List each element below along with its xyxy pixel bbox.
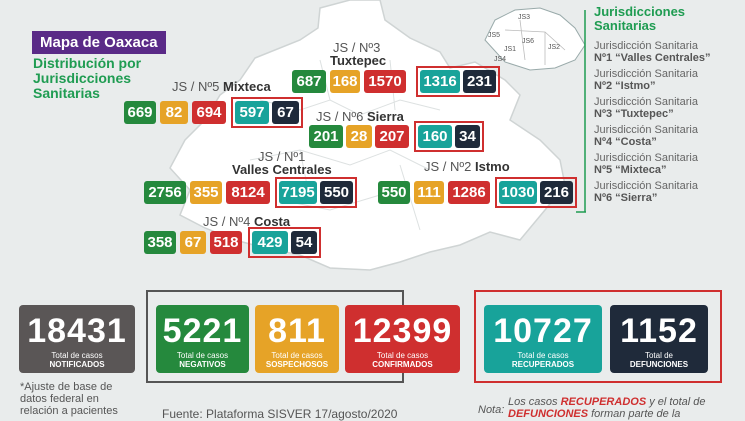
costa-confirmados: 518	[210, 231, 242, 254]
region-label-istmo: JS / Nº2 Istmo	[424, 159, 510, 174]
totals-frame-outcomes	[474, 290, 722, 383]
costa-outcome-box	[248, 227, 321, 258]
total-defunciones-label1: Total de	[644, 351, 674, 360]
region-label-tuxtepec: JS / Nº3	[333, 40, 381, 55]
valles-defunciones: 550	[320, 181, 353, 204]
total-sospechosos-card: 811 Total de casos SOSPECHOSOS	[255, 305, 339, 373]
total-confirmados-label1: Total de casos	[376, 351, 429, 360]
istmo-recuperados: 1030	[499, 181, 537, 204]
total-recuperados-card: 10727 Total de casos RECUPERADOS	[484, 305, 602, 373]
sierra-outcome-box	[414, 121, 484, 152]
mini-map-label-js3: JS3	[518, 14, 531, 21]
mixteca-negativos: 669	[124, 101, 156, 124]
istmo-outcome-box	[495, 177, 577, 208]
total-sospechosos-value: 811	[268, 312, 326, 350]
mixteca-recuperados: 597	[235, 101, 269, 124]
footer-note-left: *Ajuste de base de datos federal en rela…	[20, 381, 118, 417]
total-defunciones-label2: DEFUNCIONES	[629, 360, 689, 369]
region-label-valles: JS / Nº1	[258, 149, 306, 164]
costa-sospechosos: 67	[180, 231, 206, 254]
sierra-confirmados: 207	[375, 125, 409, 148]
mini-map-label-js1: JS1	[504, 46, 517, 53]
valles-outcome-box	[275, 177, 357, 208]
mixteca-confirmados: 694	[192, 101, 226, 124]
page-title: Mapa de Oaxaca	[32, 31, 166, 54]
total-notificados-label1: Total de casos	[51, 351, 103, 360]
total-recuperados-label1: Total de casos	[517, 351, 569, 360]
costa-recuperados: 429	[252, 231, 288, 254]
istmo-negativos: 550	[378, 181, 410, 204]
istmo-confirmados: 1286	[448, 181, 490, 204]
valles-sospechosos: 355	[190, 181, 222, 204]
total-defunciones-value: 1152	[620, 312, 698, 350]
tuxtepec-recuperados: 1316	[420, 70, 460, 93]
footer-nota-label: Nota:	[478, 404, 505, 416]
total-confirmados-card: 12399 Total de casos CONFIRMADOS	[345, 305, 460, 373]
legend-item-6: Jurisdicción Sanitaria Nº6 “Sierra”	[594, 180, 698, 204]
mixteca-sospechosos: 82	[160, 101, 188, 124]
mixteca-outcome-box	[231, 97, 303, 128]
tuxtepec-sospechosos: 168	[330, 70, 360, 93]
total-confirmados-label2: CONFIRMADOS	[372, 360, 433, 369]
total-negativos-value: 5221	[162, 312, 243, 350]
mixteca-defunciones: 67	[272, 101, 299, 124]
costa-defunciones: 54	[291, 231, 317, 254]
total-notificados-value: 18431	[27, 312, 127, 350]
mini-map-label-js5: JS5	[488, 32, 501, 39]
legend-item-4: Jurisdicción Sanitaria Nº4 “Costa”	[594, 124, 698, 148]
region-name-valles: Valles Centrales	[232, 162, 332, 177]
total-confirmados-value: 12399	[352, 312, 453, 350]
tuxtepec-confirmados: 1570	[364, 70, 406, 93]
valles-negativos: 2756	[144, 181, 186, 204]
istmo-defunciones: 216	[540, 181, 573, 204]
page-subtitle: Distribución por Jurisdicciones Sanitari…	[33, 55, 142, 101]
total-sospechosos-label2: SOSPECHOSOS	[265, 360, 329, 369]
footer-note-right: Los casos RECUPERADOS y el total de DEFU…	[508, 396, 706, 420]
tuxtepec-outcome-box	[416, 66, 500, 97]
total-notificados-label2: NOTIFICADOS	[49, 360, 105, 369]
tuxtepec-defunciones: 231	[463, 70, 496, 93]
mini-map-label-js4: JS4	[494, 56, 507, 63]
region-label-mixteca: JS / Nº5 Mixteca	[172, 79, 271, 94]
sierra-sospechosos: 28	[346, 125, 372, 148]
region-label-costa: JS / Nº4 Costa	[203, 214, 291, 229]
sierra-negativos: 201	[309, 125, 343, 148]
legend-item-1: Jurisdicción Sanitaria Nº1 “Valles Centra…	[594, 40, 711, 64]
legend-item-5: Jurisdicción Sanitaria Nº5 “Mixteca”	[594, 152, 698, 176]
istmo-sospechosos: 111	[414, 181, 444, 204]
total-notificados-card: 18431 Total de casos NOTIFICADOS	[19, 305, 135, 373]
total-defunciones-card: 1152 Total de DEFUNCIONES	[610, 305, 708, 373]
total-sospechosos-label1: Total de casos	[271, 351, 323, 360]
tuxtepec-negativos: 687	[292, 70, 326, 93]
legend-item-2: Jurisdicción Sanitaria Nº2 “Istmo”	[594, 68, 698, 92]
legend-item-3: Jurisdicción Sanitaria Nº3 “Tuxtepec”	[594, 96, 698, 120]
legend-title: Jurisdicciones Sanitarias	[594, 4, 686, 33]
footer-source: Fuente: Plataforma SISVER 17/agosto/2020	[162, 407, 398, 421]
total-recuperados-value: 10727	[493, 312, 593, 350]
valles-recuperados: 7195	[279, 181, 317, 204]
mini-map-label-js2: JS2	[548, 44, 561, 51]
sierra-recuperados: 160	[418, 125, 452, 148]
region-name-tuxtepec: Tuxtepec	[330, 53, 387, 68]
costa-negativos: 358	[144, 231, 176, 254]
total-negativos-label1: Total de casos	[176, 351, 229, 360]
total-negativos-label2: NEGATIVOS	[179, 360, 226, 369]
region-label-sierra: JS / Nº6 Sierra	[316, 109, 404, 124]
total-negativos-card: 5221 Total de casos NEGATIVOS	[156, 305, 249, 373]
valles-confirmados: 8124	[226, 181, 270, 204]
total-recuperados-label2: RECUPERADOS	[511, 360, 575, 369]
mini-map-label-js6: JS6	[522, 38, 535, 45]
sierra-defunciones: 34	[455, 125, 480, 148]
